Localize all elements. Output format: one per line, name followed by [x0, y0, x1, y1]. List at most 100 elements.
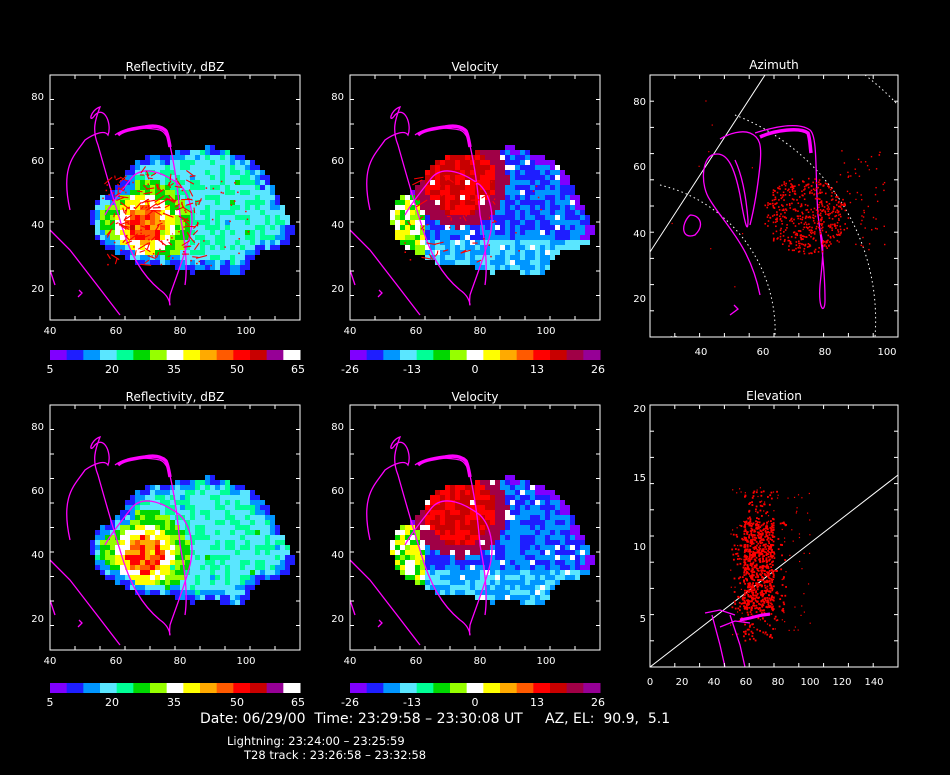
field-cell [465, 515, 470, 520]
field-cell [525, 230, 530, 235]
field-cell [475, 550, 480, 555]
field-cell [175, 525, 180, 530]
field-cell [485, 565, 490, 570]
field-cell [215, 485, 220, 490]
field-cell [240, 235, 245, 240]
field-cell [515, 200, 520, 205]
field-cell [475, 560, 480, 565]
field-cell [450, 220, 455, 225]
field-cell [275, 540, 280, 545]
field-cell [520, 575, 525, 580]
lightning-dot [770, 586, 773, 589]
field-cell [585, 230, 590, 235]
lightning-dot [183, 226, 185, 228]
field-cell [405, 565, 410, 570]
lightning-dot [449, 226, 451, 229]
lightning-dot [758, 546, 760, 549]
lightning-dot [758, 558, 761, 561]
field-cell [195, 525, 200, 530]
field-cell [515, 240, 520, 245]
field-cell [545, 500, 550, 505]
lightning-dot [807, 243, 810, 245]
field-cell [160, 205, 165, 210]
field-cell [150, 540, 155, 545]
field-cell [425, 530, 430, 535]
field-cell [555, 515, 560, 520]
field-cell [245, 210, 250, 215]
field-cell [255, 580, 260, 585]
field-cell [235, 270, 240, 275]
field-cell [125, 225, 130, 230]
field-cell [585, 555, 590, 560]
field-cell [545, 595, 550, 600]
lightning-dot [734, 607, 737, 610]
colorbar-tick-label: -13 [403, 696, 421, 709]
field-cell [450, 525, 455, 530]
field-cell [490, 190, 495, 195]
lightning-dot [742, 566, 745, 569]
field-cell [435, 540, 440, 545]
lightning-dot [159, 248, 161, 251]
field-cell [455, 175, 460, 180]
field-cell [545, 180, 550, 185]
elevation-panel: Elevation 0 20 40 60 80 100 120 140 5 10… [633, 389, 899, 688]
lightning-dot [836, 224, 838, 227]
field-cell [160, 250, 165, 255]
field-cell [210, 510, 215, 515]
field-cell [465, 190, 470, 195]
field-cell [205, 520, 210, 525]
lightning-dot [801, 212, 804, 215]
field-cell [535, 590, 540, 595]
lightning-stroke [426, 223, 429, 226]
field-cell [500, 195, 505, 200]
lightning-dot [743, 597, 746, 600]
lightning-dot [879, 151, 881, 154]
field-cell [555, 550, 560, 555]
field-cell [440, 520, 445, 525]
field-cell [545, 200, 550, 205]
field-cell [175, 225, 180, 230]
field-cell [185, 550, 190, 555]
field-cell [415, 560, 420, 565]
field-cell [210, 230, 215, 235]
field-cell [215, 565, 220, 570]
field-cell [100, 545, 105, 550]
field-cell [565, 175, 570, 180]
lightning-dot [776, 218, 778, 221]
field-cell [540, 225, 545, 230]
lightning-dot [821, 205, 824, 207]
field-cell [200, 205, 205, 210]
lightning-dot [828, 208, 830, 210]
field-cell [490, 170, 495, 175]
lightning-stroke [104, 176, 113, 185]
field-cell [490, 520, 495, 525]
field-cell [230, 215, 235, 220]
field-cell [510, 260, 515, 265]
field-cell [435, 515, 440, 520]
field-cell [460, 540, 465, 545]
lightning-dot [751, 555, 754, 557]
field-cell [100, 225, 105, 230]
field-cell [585, 215, 590, 220]
field-cell [235, 210, 240, 215]
lightning-dot [776, 191, 779, 194]
field-cell [95, 225, 100, 230]
field-cell [155, 220, 160, 225]
field-cell [245, 505, 250, 510]
field-cell [140, 220, 145, 225]
field-cell [125, 575, 130, 580]
field-cell [430, 495, 435, 500]
field-cell [165, 255, 170, 260]
lightning-dot [763, 560, 766, 563]
field-cell [120, 180, 125, 185]
field-cell [265, 220, 270, 225]
field-cell [580, 230, 585, 235]
field-cell [185, 185, 190, 190]
lightning-dot [755, 524, 757, 527]
field-cell [580, 235, 585, 240]
field-cell [560, 545, 565, 550]
field-cell [130, 220, 135, 225]
field-cell [165, 185, 170, 190]
colorbar-tick-label: 13 [530, 696, 544, 709]
lightning-dot [829, 226, 831, 229]
